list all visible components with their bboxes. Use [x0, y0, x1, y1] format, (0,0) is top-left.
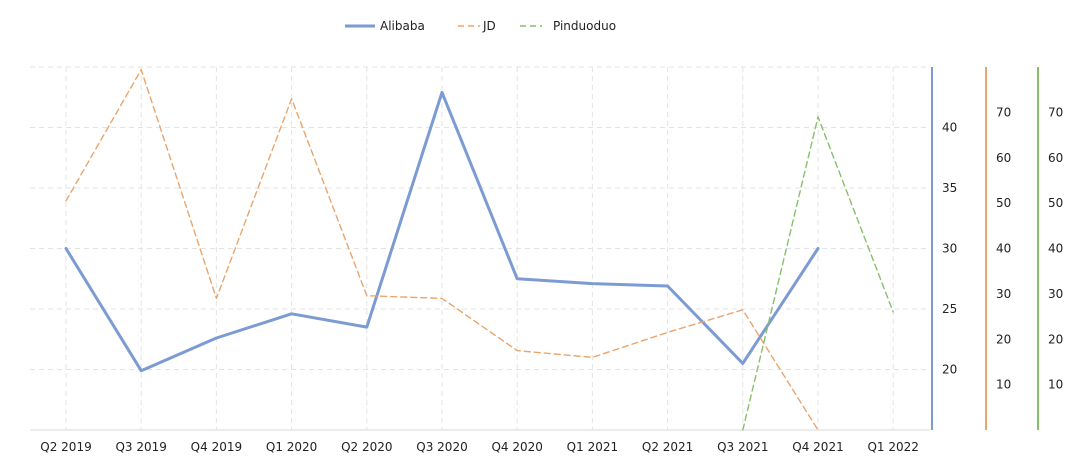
- series-pinduoduo: [742, 116, 894, 431]
- series-jd: [65, 69, 819, 431]
- series-line: [65, 69, 819, 431]
- series-alibaba: [64, 90, 820, 373]
- legend-item: Pinduoduo: [520, 19, 616, 33]
- y-tick-label: 50: [1048, 196, 1063, 210]
- y-tick-label: 20: [942, 363, 957, 377]
- x-tick-label: Q1 2022: [867, 440, 918, 454]
- y-tick-label: 60: [996, 151, 1011, 165]
- y-axis-pinduoduo: 10 20 30 40 50 60 70: [1037, 67, 1063, 430]
- y-tick-label: 60: [1048, 151, 1063, 165]
- legend-label: JD: [482, 19, 496, 33]
- x-tick-label: Q3 2020: [416, 440, 467, 454]
- y-axis-alibaba: 20 25 30 35 40: [931, 67, 957, 430]
- series-line: [742, 116, 894, 431]
- y-tick-label: 30: [1048, 287, 1063, 301]
- legend-label: Alibaba: [380, 19, 425, 33]
- grid-lines: [30, 66, 930, 430]
- x-tick-label: Q1 2021: [567, 440, 618, 454]
- y-tick-label: 30: [942, 242, 957, 256]
- x-tick-label: Q4 2019: [191, 440, 242, 454]
- y-tick-label: 40: [942, 121, 957, 135]
- y-tick-label: 70: [996, 105, 1011, 119]
- legend-label: Pinduoduo: [553, 19, 616, 33]
- x-tick-label: Q2 2020: [341, 440, 392, 454]
- y-tick-label: 70: [1048, 105, 1063, 119]
- legend-item: JD: [458, 19, 496, 33]
- y-axis-jd: 10 20 30 40 50 60 70: [985, 67, 1011, 430]
- legend-item: Alibaba: [345, 19, 425, 33]
- y-tick-label: 40: [996, 242, 1011, 256]
- series-line: [64, 90, 820, 373]
- y-tick-label: 35: [942, 181, 957, 195]
- x-tick-label: Q4 2021: [792, 440, 843, 454]
- x-tick-label: Q2 2021: [642, 440, 693, 454]
- x-axis-ticks: Q2 2019 Q3 2019 Q4 2019 Q1 2020 Q2 2020 Q3 20…: [40, 440, 919, 454]
- x-tick-label: Q1 2020: [266, 440, 317, 454]
- y-tick-label: 20: [1048, 332, 1063, 346]
- y-tick-label: 40: [1048, 242, 1063, 256]
- y-tick-label: 25: [942, 302, 957, 316]
- y-tick-label: 20: [996, 332, 1011, 346]
- x-tick-label: Q3 2019: [115, 440, 166, 454]
- y-tick-label: 10: [996, 378, 1011, 392]
- y-tick-label: 10: [1048, 378, 1063, 392]
- x-tick-label: Q4 2020: [491, 440, 542, 454]
- legend: Alibaba JD Pinduoduo: [345, 19, 616, 33]
- x-tick-label: Q3 2021: [717, 440, 768, 454]
- y-tick-label: 30: [996, 287, 1011, 301]
- x-tick-label: Q2 2019: [40, 440, 91, 454]
- y-tick-label: 50: [996, 196, 1011, 210]
